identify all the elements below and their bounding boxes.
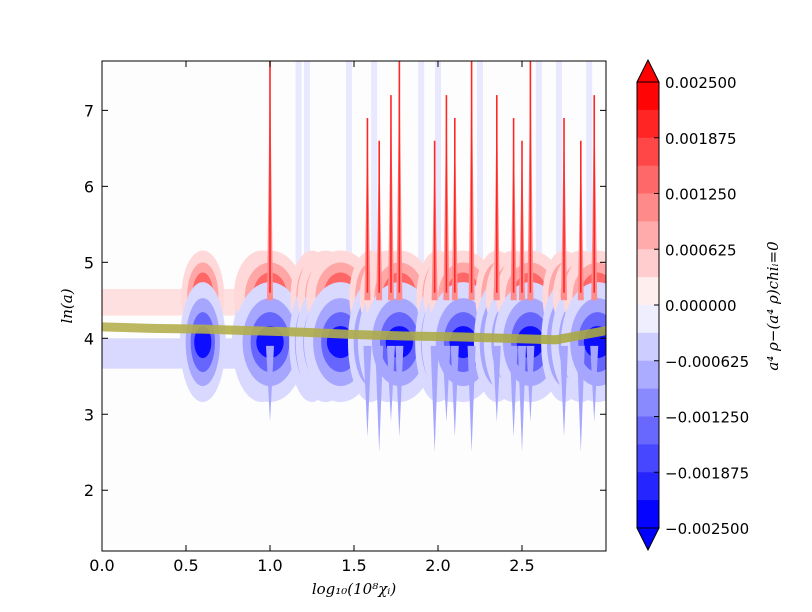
colorbar-band: [637, 444, 659, 473]
heatmap-layer: [102, 61, 606, 453]
colorbar-tick-label: −0.002500: [665, 520, 749, 538]
y-tick-label: 2: [84, 481, 94, 500]
negative-spike: [266, 345, 274, 422]
colorbar-band: [637, 82, 659, 111]
colorbar-ticks: −0.002500 −0.001875 −0.001250 −0.000625 0.00…: [654, 74, 749, 538]
x-tick-label: 2.5: [509, 556, 534, 575]
y-axis-ticks: 2 3 4 5 6 7: [84, 101, 606, 500]
colorbar-band: [637, 165, 659, 194]
colorbar-tick-label: −0.001250: [665, 409, 749, 427]
colorbar-band: [637, 305, 659, 334]
colorbar: [636, 58, 660, 552]
colorbar-band: [637, 221, 659, 250]
colorbar-band: [637, 332, 659, 362]
negative-spike: [576, 345, 585, 453]
negative-spike: [386, 345, 395, 422]
colorbar-tick-label: −0.001875: [665, 464, 749, 482]
y-tick-label: 4: [84, 329, 94, 348]
colorbar-band: [637, 109, 659, 139]
negative-spike: [509, 345, 518, 438]
y-tick-label: 5: [84, 253, 94, 272]
y-tick-label: 3: [84, 405, 94, 424]
colorbar-tick-label: 0.001875: [665, 130, 737, 148]
streak: [303, 61, 310, 293]
streak: [435, 61, 441, 293]
colorbar-band: [637, 500, 659, 529]
streak: [555, 61, 562, 293]
x-tick-label: 1.5: [341, 556, 366, 575]
y-tick-label: 6: [84, 177, 94, 196]
colorbar-extend-high: [636, 58, 660, 83]
negative-spike: [590, 345, 599, 422]
streak: [371, 61, 378, 293]
negative-spike: [375, 345, 384, 453]
colorbar-extend-low: [636, 527, 660, 552]
colorbar-band: [637, 416, 659, 445]
colorbar-band: [637, 360, 659, 390]
negative-spike: [450, 345, 459, 438]
colorbar-band: [637, 249, 659, 278]
x-tick-label: 2.0: [425, 556, 450, 575]
x-axis-label: log₁₀(10⁸χᵢ): [312, 580, 397, 598]
streak: [345, 61, 352, 293]
x-tick-label: 1.0: [257, 556, 282, 575]
colorbar-tick-label: 0.002500: [665, 74, 737, 92]
x-tick-label: 0.5: [173, 556, 198, 575]
negative-spike: [363, 345, 372, 438]
streak: [535, 61, 542, 293]
evolution-track: [102, 322, 606, 345]
negative-spike: [430, 345, 439, 453]
negative-spike: [442, 345, 451, 422]
streak: [418, 61, 425, 293]
negative-spike: [467, 345, 476, 453]
streak: [586, 61, 593, 293]
x-tick-label: 0.0: [89, 556, 114, 575]
negative-spike: [526, 345, 535, 422]
negative-spike: [518, 345, 526, 453]
y-tick-label: 7: [84, 101, 94, 120]
colorbar-tick-label: 0.000625: [665, 241, 737, 259]
negative-spike: [492, 345, 501, 422]
colorbar-label: a⁴ ρ−(a⁴ ρ)chiᵢ=0: [764, 241, 782, 371]
negative-spike: [395, 345, 404, 438]
colorbar-band: [637, 388, 659, 417]
streak: [477, 61, 483, 293]
colorbar-band: [637, 277, 659, 306]
x-axis-ticks: 0.0 0.5 1.0 1.5 2.0 2.5: [89, 61, 535, 575]
streak: [295, 61, 302, 293]
colorbar-tick-label: 0.001250: [665, 186, 737, 204]
colorbar-tick-label: 0.000000: [665, 297, 737, 315]
negative-spike: [560, 345, 568, 438]
colorbar-band: [637, 472, 659, 501]
colorbar-band: [637, 193, 659, 222]
negative-lobe: [194, 326, 212, 359]
y-axis-label: ln(a): [58, 288, 76, 323]
colorbar-tick-label: −0.000625: [665, 353, 749, 371]
colorbar-band: [637, 137, 659, 167]
